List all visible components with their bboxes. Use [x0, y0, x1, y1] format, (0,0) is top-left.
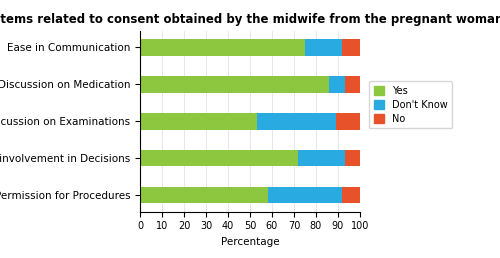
- Bar: [140, 113, 256, 130]
- Bar: [336, 113, 360, 130]
- Bar: [140, 150, 298, 166]
- Bar: [298, 150, 344, 166]
- Bar: [305, 39, 343, 56]
- Title: Items related to consent obtained by the midwife from the pregnant woman: Items related to consent obtained by the…: [0, 13, 500, 26]
- Bar: [268, 187, 342, 203]
- Bar: [140, 76, 329, 93]
- X-axis label: Percentage: Percentage: [220, 237, 280, 247]
- Bar: [344, 150, 360, 166]
- Bar: [140, 39, 305, 56]
- Bar: [344, 76, 360, 93]
- Bar: [140, 187, 268, 203]
- Bar: [342, 39, 360, 56]
- Bar: [329, 76, 344, 93]
- Legend: Yes, Don't Know, No: Yes, Don't Know, No: [370, 81, 452, 128]
- Bar: [342, 187, 360, 203]
- Bar: [256, 113, 336, 130]
